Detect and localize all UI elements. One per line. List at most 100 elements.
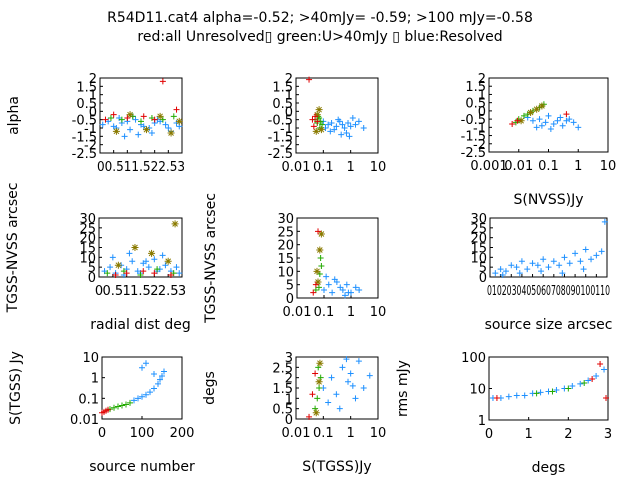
data-point-red	[315, 228, 322, 235]
data-point-olive	[315, 106, 323, 114]
y-tick-label: -1	[280, 122, 293, 137]
data-point-blue	[360, 125, 367, 131]
data-point-blue	[352, 284, 359, 291]
data-point-blue	[329, 289, 336, 296]
y-tick-label: 1	[91, 372, 99, 387]
y-tick-label: 5	[286, 279, 294, 294]
data-point-red	[110, 111, 117, 118]
data-point-blue	[538, 122, 545, 129]
data-point-blue	[366, 372, 373, 379]
data-point-blue	[325, 399, 332, 406]
data-point-blue	[561, 254, 568, 261]
data-point-red	[312, 113, 319, 120]
data-point-blue	[529, 117, 536, 124]
data-point-red	[306, 413, 313, 420]
data-point-red	[312, 370, 319, 377]
data-point-olive	[517, 117, 525, 125]
data-point-blue	[349, 115, 356, 121]
data-point-blue	[131, 397, 137, 404]
data-point-blue	[577, 258, 584, 265]
data-point-green	[520, 112, 527, 119]
y-tick-label: -1.5	[461, 130, 486, 145]
y-tick-label: -2	[84, 139, 97, 154]
data-point-blue	[346, 133, 353, 140]
data-point-blue	[343, 356, 350, 363]
data-point-green	[115, 403, 121, 410]
data-point-blue	[337, 284, 344, 291]
y-tick-label: 20	[79, 232, 96, 247]
data-point-green	[107, 115, 114, 121]
y-tick-label: 2	[285, 372, 293, 387]
y-tick-label: 2.5	[272, 361, 293, 376]
data-point-blue	[159, 252, 166, 259]
data-point-blue	[143, 391, 149, 398]
y-tick-label: -1.5	[72, 130, 97, 145]
y-tick-label: -0.5	[268, 114, 293, 129]
y-tick-label: -1	[473, 121, 486, 136]
x-tick-label: 0.001	[470, 159, 507, 174]
y-tick-label: 15	[79, 242, 96, 257]
data-point-olive	[317, 126, 325, 134]
data-point-olive	[167, 129, 175, 137]
y-tick-label: 1.5	[76, 80, 97, 95]
y-tick-label: 1.5	[465, 80, 486, 95]
data-point-red	[306, 76, 313, 83]
data-point-blue	[570, 119, 577, 126]
x-tick-label: 1	[347, 305, 355, 320]
x-tick-label: 200	[170, 426, 195, 441]
data-point-green	[312, 287, 319, 293]
data-point-blue	[347, 370, 354, 377]
y-tick-label: -2	[280, 139, 293, 154]
y-tick-label: 3	[285, 351, 293, 366]
data-point-blue	[575, 124, 582, 131]
data-point-olive	[538, 102, 546, 110]
data-point-olive	[156, 112, 164, 120]
data-point-green	[533, 390, 540, 397]
data-point-blue	[151, 371, 157, 378]
x-tick-label: 1	[574, 159, 582, 174]
data-point-blue	[352, 121, 359, 128]
data-point-blue	[356, 287, 363, 293]
data-point-green	[316, 385, 323, 391]
plot-frame	[296, 217, 379, 299]
data-point-red	[589, 376, 596, 383]
data-point-blue	[536, 116, 543, 123]
data-point-olive	[313, 111, 321, 119]
data-point-blue	[554, 117, 561, 124]
x-tick-label: 10	[600, 159, 617, 174]
data-point-green	[118, 116, 125, 123]
y-axis-label: alpha	[6, 96, 22, 135]
data-point-blue	[162, 262, 169, 269]
y-tick-label: -1.5	[268, 130, 293, 145]
data-point-green	[549, 388, 556, 395]
data-point-olive	[175, 117, 183, 125]
y-tick-label: 30	[470, 212, 487, 227]
data-point-blue	[162, 121, 169, 128]
y-tick-label: 20	[277, 239, 294, 254]
data-point-green	[127, 399, 133, 406]
x-axis-label: S(TGSS)Jy	[302, 459, 371, 475]
data-point-blue	[155, 380, 161, 387]
data-point-green	[138, 118, 144, 125]
x-tick-label: 3	[178, 284, 186, 299]
data-point-blue	[550, 121, 557, 128]
data-point-olive	[131, 244, 139, 251]
y-tick-label: 0	[88, 271, 96, 286]
data-point-blue	[345, 378, 352, 385]
y-axis-label: TGSS-NVSS arcsec	[203, 193, 219, 324]
y-tick-label: 30	[79, 212, 96, 227]
data-point-red	[310, 123, 317, 130]
figure-title-line1: R54D11.cat4 alpha=-0.52; >40mJy= -0.59; …	[107, 10, 533, 26]
x-axis-label: source size arcsec	[485, 317, 613, 333]
data-point-green	[312, 405, 319, 412]
data-point-red	[603, 394, 610, 401]
data-point-blue	[505, 393, 512, 400]
data-point-blue	[173, 264, 180, 271]
data-point-blue	[143, 360, 149, 367]
data-point-blue	[165, 125, 172, 131]
x-tick-label: 0	[485, 427, 493, 442]
data-point-olive	[527, 109, 535, 117]
data-point-blue	[323, 273, 330, 280]
